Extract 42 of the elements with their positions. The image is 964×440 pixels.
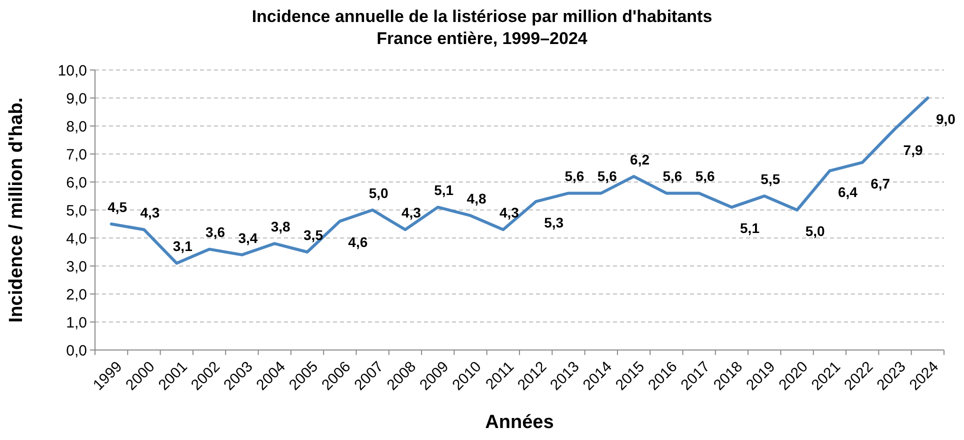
data-label: 6,4 <box>838 184 858 200</box>
data-label: 5,5 <box>760 171 780 187</box>
data-label: 4,3 <box>499 204 520 221</box>
data-label: 9,0 <box>936 111 956 127</box>
data-label: 4,8 <box>466 190 486 207</box>
y-tick-label: 4,0 <box>66 230 87 248</box>
data-label: 4,3 <box>401 204 422 221</box>
chart-subtitle: France entière, 1999–2024 <box>376 29 588 48</box>
data-label: 3,5 <box>304 227 324 243</box>
y-tick-label: 2,0 <box>66 286 87 304</box>
data-label: 5,0 <box>805 223 825 239</box>
data-label: 5,1 <box>434 182 454 198</box>
data-label: 4,5 <box>108 199 128 215</box>
data-label: 5,6 <box>662 168 682 184</box>
data-label: 5,6 <box>597 168 618 184</box>
y-tick-label: 10,0 <box>58 62 87 80</box>
line-series <box>110 96 930 265</box>
y-tick-label: 5,0 <box>66 202 87 220</box>
x-axis-title: Années <box>485 412 554 433</box>
data-label: 5,3 <box>544 214 564 231</box>
data-label: 6,2 <box>630 151 650 168</box>
data-label: 3,4 <box>238 230 258 246</box>
data-label: 5,6 <box>564 168 584 184</box>
data-label: 4,3 <box>140 204 160 221</box>
data-label: 5,6 <box>695 168 716 184</box>
data-label: 5,1 <box>740 220 760 236</box>
data-label: 3,6 <box>206 224 226 240</box>
y-tick-label: 7,0 <box>66 146 87 164</box>
data-label: 7,9 <box>903 142 923 158</box>
data-label: 5,0 <box>368 185 388 201</box>
y-tick-label: 8,0 <box>66 118 87 136</box>
chart-title: Incidence annuelle de la listériose par million d'habitants <box>252 7 712 26</box>
y-tick-label: 6,0 <box>66 174 87 192</box>
y-tick-label: 3,0 <box>66 258 87 276</box>
data-label: 3,8 <box>270 218 291 235</box>
data-label: 6,7 <box>870 175 890 192</box>
y-tick-label: 1,0 <box>66 314 87 332</box>
y-tick-label: 0,0 <box>66 342 87 360</box>
data-label: 4,6 <box>348 234 368 250</box>
y-tick-label: 9,0 <box>66 90 87 108</box>
data-label: 3,1 <box>172 238 193 254</box>
y-axis-title: Incidence / million d'hab. <box>6 97 27 323</box>
